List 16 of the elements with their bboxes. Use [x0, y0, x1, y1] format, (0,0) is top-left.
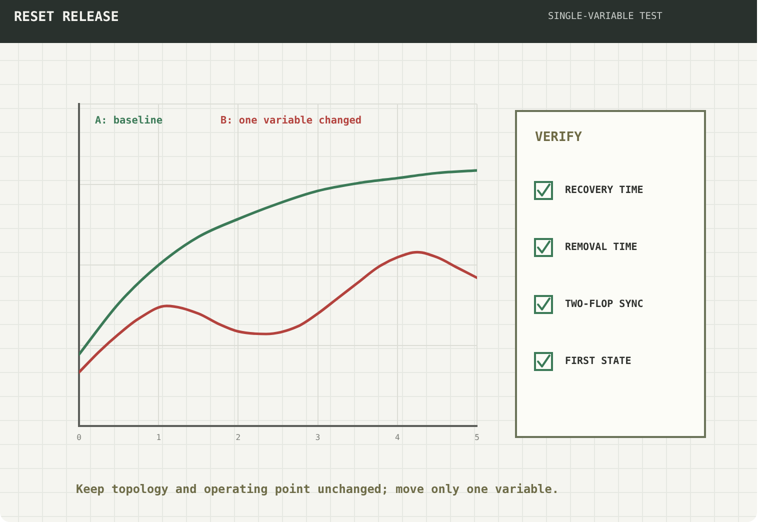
x-tick-label: 3 — [315, 432, 320, 442]
x-tick-label: 4 — [394, 432, 400, 442]
text: TWO-FLOP SYNC — [565, 298, 644, 310]
text: SINGLE-VARIABLE TEST — [548, 11, 662, 23]
chart-title: RESET RELEASE — [14, 9, 119, 26]
text: VERIFY — [535, 130, 582, 146]
text: Keep topology and operating point unchanged; move only one variable. — [76, 482, 559, 497]
text: FIRST STATE — [565, 356, 632, 368]
x-tick-label: 5 — [474, 432, 480, 442]
text: A: baseline — [95, 114, 162, 127]
x-tick-label: 0 — [76, 432, 82, 442]
text: REMOVAL TIME — [565, 242, 638, 254]
text: RECOVERY TIME — [565, 184, 644, 196]
text: B: one variable changed — [220, 114, 362, 127]
x-tick-label: 1 — [156, 432, 162, 442]
x-tick-label: 2 — [236, 432, 241, 442]
